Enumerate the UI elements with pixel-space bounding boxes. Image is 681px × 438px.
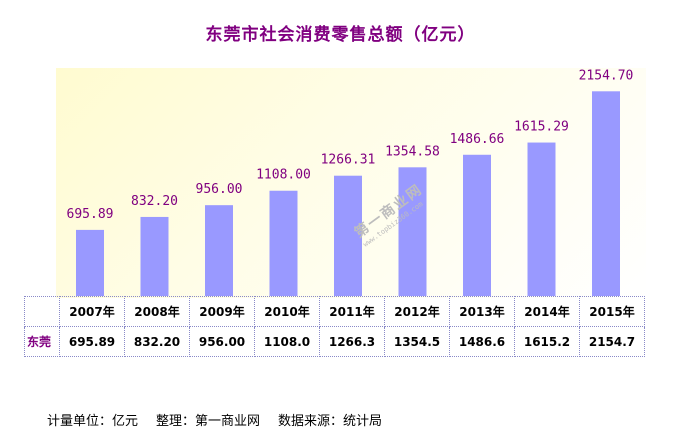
data-label: 1615.29	[514, 120, 569, 135]
data-label: 695.89	[67, 207, 114, 222]
year-header-cell: 2015年	[579, 296, 645, 327]
table-value-cell: 695.89	[59, 326, 125, 357]
data-label: 2154.70	[579, 68, 634, 83]
table-value-cell: 1266.3	[319, 326, 385, 357]
bar	[205, 205, 233, 296]
year-header-cell: 2014年	[514, 296, 580, 327]
year-header-cell: 2007年	[59, 296, 125, 327]
data-label: 832.20	[131, 194, 178, 209]
unit-note: 计量单位：亿元	[47, 414, 139, 429]
data-label: 1108.00	[256, 168, 311, 183]
bar	[527, 142, 556, 296]
data-label: 1266.31	[321, 153, 376, 168]
data-label: 1486.66	[450, 132, 505, 147]
bar	[463, 154, 491, 296]
source-note: 数据来源：统计局	[278, 414, 383, 429]
table-header-row: 2007年 2008年 2009年 2010年 2011年 2012年 2013年 2014年…	[24, 296, 645, 327]
bar	[592, 91, 620, 296]
table-value-cell: 832.20	[124, 326, 190, 357]
year-header-cell: 2011年	[319, 296, 385, 327]
chart-title: 东莞市社会消费零售总额（亿元）	[205, 25, 476, 45]
data-label: 956.00	[196, 182, 243, 197]
bar	[398, 167, 427, 296]
year-header-cell: 2013年	[449, 296, 515, 327]
data-label: 1354.58	[385, 144, 440, 159]
table-value-cell: 956.00	[189, 326, 255, 357]
bar-chart: 695.89 832.20 956.00 1108.00 1266.31 1354.58 1…	[67, 68, 634, 296]
table-value-cell: 1486.6	[449, 326, 515, 357]
table-value-cell: 1615.2	[514, 326, 580, 357]
table-row: 东莞 695.89 832.20 956.00 1108.0 1266.3 1354.5 1…	[24, 326, 645, 357]
year-header-cell: 2008年	[124, 296, 190, 327]
table-value-cell: 1108.0	[254, 326, 320, 357]
bar	[269, 190, 298, 296]
bar	[140, 216, 169, 296]
year-header-cell: 2012年	[384, 296, 450, 327]
bar	[76, 229, 104, 296]
table-corner-cell	[24, 296, 60, 327]
table-value-cell: 1354.5	[384, 326, 450, 357]
bar	[334, 175, 362, 296]
data-table: 2007年 2008年 2009年 2010年 2011年 2012年 2013年 2014年…	[24, 296, 645, 357]
series-label: 东莞	[24, 326, 60, 357]
footnote: 计量单位：亿元 整理：第一商业网 数据来源：统计局	[47, 410, 400, 429]
table-value-cell: 2154.7	[579, 326, 645, 357]
compiled-note: 整理：第一商业网	[156, 414, 261, 429]
year-header-cell: 2009年	[189, 296, 255, 327]
year-header-cell: 2010年	[254, 296, 320, 327]
